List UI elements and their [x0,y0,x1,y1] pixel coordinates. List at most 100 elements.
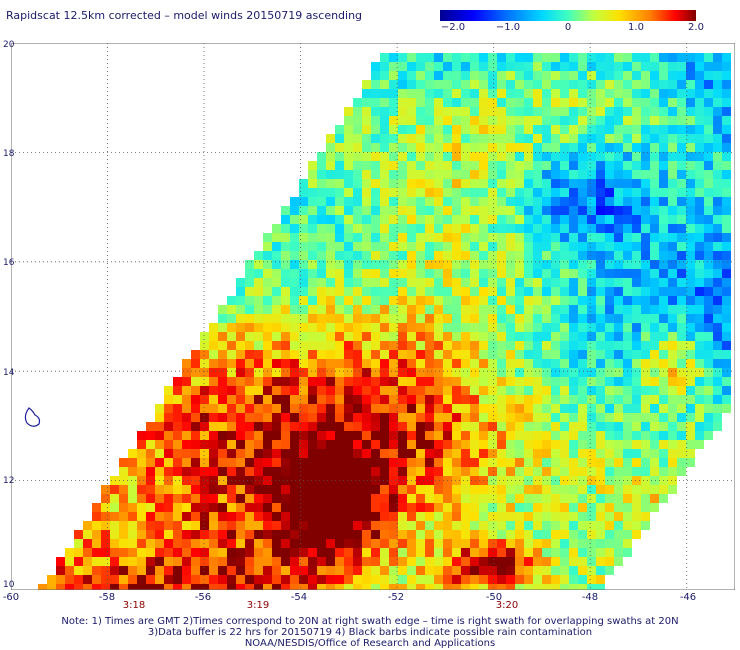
swath-cell [524,440,533,449]
swath-cell [443,494,452,503]
swath-cell [623,404,632,413]
swath-cell [344,575,353,584]
swath-cell [578,107,587,116]
swath-cell [299,521,308,530]
swath-cell [587,80,596,89]
swath-cell [335,548,344,557]
swath-cell [614,278,623,287]
swath-cell [101,575,110,584]
swath-cell [704,125,713,134]
swath-cell [560,458,569,467]
swath-cell [641,206,650,215]
swath-cell [101,485,110,494]
swath-cell [713,323,722,332]
swath-cell [632,269,641,278]
swath-cell [632,359,641,368]
swath-cell [344,224,353,233]
swath-cell [623,89,632,98]
swath-cell [452,512,461,521]
swath-cell [614,485,623,494]
swath-cell [515,530,524,539]
swath-cell [407,332,416,341]
swath-cell [524,386,533,395]
swath-cell [668,107,677,116]
swath-cell [524,89,533,98]
swath-cell [227,404,236,413]
swath-cell [569,251,578,260]
swath-cell [578,125,587,134]
swath-cell [281,377,290,386]
swath-cell [542,512,551,521]
swath-cell [650,215,659,224]
swath-cell [191,350,200,359]
swath-cell [389,80,398,89]
swath-cell [209,485,218,494]
swath-cell [524,530,533,539]
swath-cell [479,161,488,170]
swath-cell [434,116,443,125]
swath-cell [524,377,533,386]
swath-cell [200,359,209,368]
swath-cell [218,368,227,377]
swath-cell [587,116,596,125]
swath-cell [578,566,587,575]
swath-cell [317,404,326,413]
swath-cell [326,134,335,143]
swath-cell [209,539,218,548]
swath-cell [128,467,137,476]
swath-cell [443,503,452,512]
swath-cell [389,98,398,107]
swath-cell [146,440,155,449]
swath-cell [596,503,605,512]
swath-cell [506,215,515,224]
swath-cell [659,278,668,287]
swath-cell [416,161,425,170]
swath-cell [695,152,704,161]
swath-cell [686,350,695,359]
swath-cell [668,305,677,314]
swath-cell [173,494,182,503]
swath-cell [101,521,110,530]
swath-cell [290,296,299,305]
swath-cell [452,350,461,359]
swath-cell [398,413,407,422]
swath-cell [317,395,326,404]
swath-cell [596,269,605,278]
swath-cell [497,332,506,341]
swath-cell [470,332,479,341]
swath-cell [164,539,173,548]
swath-cell [632,323,641,332]
swath-cell [398,476,407,485]
swath-cell [434,584,443,590]
swath-cell [299,548,308,557]
swath-cell [515,188,524,197]
swath-cell [281,269,290,278]
swath-cell [470,314,479,323]
swath-cell [407,287,416,296]
swath-cell [362,305,371,314]
swath-cell [353,143,362,152]
swath-cell [326,197,335,206]
swath-cell [596,98,605,107]
swath-cell [623,395,632,404]
swath-cell [335,557,344,566]
swath-cell [407,413,416,422]
swath-cell [677,440,686,449]
swath-cell [245,323,254,332]
swath-cell [722,71,731,80]
swath-cell [605,89,614,98]
swath-cell [227,575,236,584]
swath-cell [452,179,461,188]
swath-cell [659,161,668,170]
swath-cell [533,305,542,314]
swath-cell [506,197,515,206]
swath-cell [578,53,587,62]
swath-cell [695,233,704,242]
swath-cell [299,494,308,503]
swath-cell [497,341,506,350]
swath-cell [542,278,551,287]
swath-cell [407,485,416,494]
swath-cell [677,161,686,170]
swath-cell [623,341,632,350]
swath-cell [119,575,128,584]
